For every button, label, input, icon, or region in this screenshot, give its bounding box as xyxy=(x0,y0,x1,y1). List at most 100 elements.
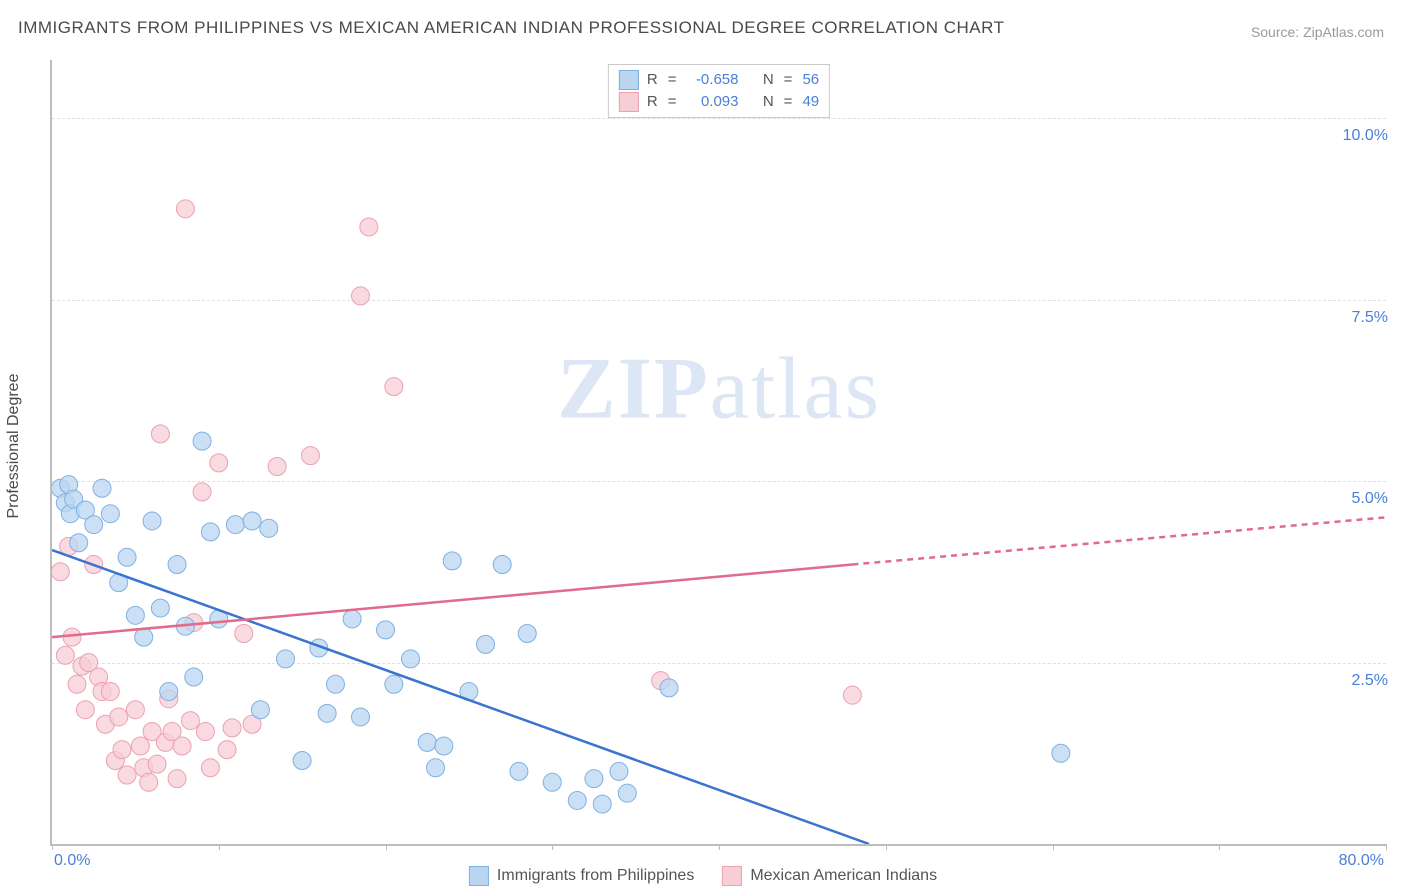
x-tick xyxy=(1219,844,1220,850)
data-point-philippines xyxy=(318,704,336,722)
x-tick-label: 80.0% xyxy=(1339,852,1384,870)
data-point-mexican xyxy=(68,675,86,693)
data-point-philippines xyxy=(418,733,436,751)
x-tick xyxy=(386,844,387,850)
source-label: Source: ZipAtlas.com xyxy=(1251,24,1384,40)
r-label: R xyxy=(647,69,658,91)
y-axis-label: Professional Degree xyxy=(5,374,23,519)
legend-item-mexican: Mexican American Indians xyxy=(722,866,937,886)
data-point-philippines xyxy=(243,512,261,530)
data-point-mexican xyxy=(360,218,378,236)
data-point-philippines xyxy=(510,762,528,780)
data-point-philippines xyxy=(93,479,111,497)
data-point-philippines xyxy=(377,621,395,639)
data-point-philippines xyxy=(135,628,153,646)
data-point-philippines xyxy=(143,512,161,530)
data-point-mexican xyxy=(385,378,403,396)
x-tick xyxy=(719,844,720,850)
legend-series: Immigrants from Philippines Mexican Amer… xyxy=(469,866,937,886)
data-point-mexican xyxy=(351,287,369,305)
x-tick xyxy=(52,844,53,850)
regression-line xyxy=(852,517,1386,564)
regression-line xyxy=(52,565,852,638)
data-point-mexican xyxy=(201,759,219,777)
data-point-philippines xyxy=(101,505,119,523)
data-point-philippines xyxy=(385,675,403,693)
data-point-mexican xyxy=(168,770,186,788)
data-point-mexican xyxy=(76,701,94,719)
x-tick xyxy=(1386,844,1387,850)
data-point-mexican xyxy=(223,719,241,737)
data-point-philippines xyxy=(293,752,311,770)
data-point-philippines xyxy=(660,679,678,697)
n-value-philippines: 56 xyxy=(802,69,819,91)
data-point-mexican xyxy=(110,708,128,726)
data-point-mexican xyxy=(151,425,169,443)
legend-stats-row-philippines: R = -0.658 N = 56 xyxy=(619,69,819,91)
data-point-philippines xyxy=(126,606,144,624)
data-point-philippines xyxy=(193,432,211,450)
data-point-philippines xyxy=(1052,744,1070,762)
data-point-philippines xyxy=(351,708,369,726)
data-point-philippines xyxy=(160,683,178,701)
legend-label-philippines: Immigrants from Philippines xyxy=(497,867,694,885)
data-point-mexican xyxy=(148,755,166,773)
data-point-mexican xyxy=(176,200,194,218)
eq-sign: = xyxy=(668,91,677,113)
data-point-philippines xyxy=(226,516,244,534)
data-point-philippines xyxy=(85,516,103,534)
n-label: N xyxy=(763,69,774,91)
data-point-mexican xyxy=(218,741,236,759)
swatch-philippines xyxy=(469,866,489,886)
data-point-philippines xyxy=(593,795,611,813)
data-point-mexican xyxy=(210,454,228,472)
legend-stats: R = -0.658 N = 56 R = 0.093 N = 49 xyxy=(608,64,830,118)
n-value-mexican: 49 xyxy=(802,91,819,113)
data-point-philippines xyxy=(518,624,536,642)
data-point-philippines xyxy=(276,650,294,668)
data-point-philippines xyxy=(443,552,461,570)
data-point-philippines xyxy=(343,610,361,628)
data-point-philippines xyxy=(185,668,203,686)
data-point-philippines xyxy=(543,773,561,791)
swatch-mexican xyxy=(722,866,742,886)
data-point-philippines xyxy=(610,762,628,780)
x-tick xyxy=(886,844,887,850)
legend-label-mexican: Mexican American Indians xyxy=(750,867,937,885)
data-point-mexican xyxy=(101,683,119,701)
data-point-philippines xyxy=(427,759,445,777)
data-point-mexican xyxy=(843,686,861,704)
data-point-mexican xyxy=(173,737,191,755)
data-point-philippines xyxy=(168,556,186,574)
data-point-philippines xyxy=(435,737,453,755)
data-point-mexican xyxy=(196,722,214,740)
data-point-mexican xyxy=(126,701,144,719)
data-point-mexican xyxy=(52,563,69,581)
data-point-philippines xyxy=(118,548,136,566)
swatch-mexican xyxy=(619,92,639,112)
data-point-mexican xyxy=(140,773,158,791)
data-point-mexican xyxy=(268,458,286,476)
data-point-mexican xyxy=(193,483,211,501)
data-point-philippines xyxy=(618,784,636,802)
chart-title: IMMIGRANTS FROM PHILIPPINES VS MEXICAN A… xyxy=(18,18,1005,38)
legend-item-philippines: Immigrants from Philippines xyxy=(469,866,694,886)
data-point-mexican xyxy=(56,646,74,664)
eq-sign: = xyxy=(784,91,793,113)
data-point-philippines xyxy=(201,523,219,541)
r-value-philippines: -0.658 xyxy=(686,69,738,91)
data-point-philippines xyxy=(568,791,586,809)
x-tick xyxy=(1053,844,1054,850)
r-label: R xyxy=(647,91,658,113)
data-point-philippines xyxy=(151,599,169,617)
data-point-philippines xyxy=(260,519,278,537)
legend-stats-row-mexican: R = 0.093 N = 49 xyxy=(619,91,819,113)
data-point-philippines xyxy=(585,770,603,788)
plot-area: ZIPatlas R = -0.658 N = 56 R = 0.093 N =… xyxy=(50,60,1386,846)
x-tick xyxy=(552,844,553,850)
data-point-mexican xyxy=(131,737,149,755)
eq-sign: = xyxy=(668,69,677,91)
data-point-mexican xyxy=(118,766,136,784)
data-point-mexican xyxy=(181,712,199,730)
r-value-mexican: 0.093 xyxy=(686,91,738,113)
